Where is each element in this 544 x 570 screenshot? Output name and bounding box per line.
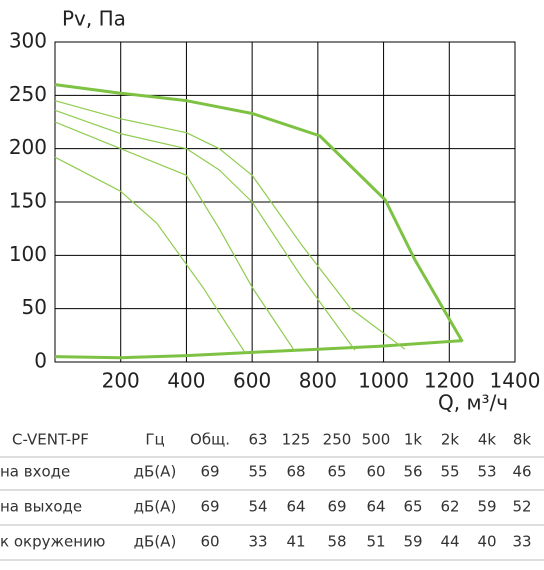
x-tick-label: 1400: [490, 369, 541, 393]
table-cell: 55: [248, 463, 267, 481]
x-tick-label: 1200: [424, 369, 475, 393]
table-cell: 52: [512, 498, 531, 516]
table-cell: 65: [403, 498, 422, 516]
table-cell: 41: [286, 533, 305, 551]
y-axis-label: Pv, Па: [62, 7, 126, 31]
y-tick-label: 0: [34, 349, 47, 373]
table-cell: 46: [512, 463, 531, 481]
table-header: 500: [362, 431, 391, 449]
y-tick-label: 100: [9, 242, 47, 266]
table-cell: 33: [512, 533, 531, 551]
table-cell: 62: [440, 498, 459, 516]
table-header: C-VENT-PF: [12, 431, 89, 449]
x-tick-label: 400: [167, 369, 205, 393]
table-header: 250: [323, 431, 352, 449]
table-header: 125: [282, 431, 311, 449]
table-header: Общ.: [190, 431, 230, 449]
table-cell: 59: [403, 533, 422, 551]
table-cell: к окружению: [0, 533, 105, 551]
table-header: 63: [248, 431, 267, 449]
x-tick-label: 600: [233, 369, 271, 393]
plot-frame: [54, 41, 516, 363]
table-header: Гц: [145, 431, 164, 449]
y-tick-label: 250: [9, 82, 47, 106]
table-cell: дБ(А): [134, 463, 177, 481]
table-cell: 64: [286, 498, 305, 516]
table-cell: 40: [477, 533, 496, 551]
table-cell: 55: [440, 463, 459, 481]
y-tick-label: 300: [9, 29, 47, 53]
curve: [54, 121, 296, 352]
curve: [54, 339, 463, 360]
x-tick-label: 800: [299, 369, 337, 393]
table-cell: 69: [327, 498, 346, 516]
curve: [54, 83, 464, 343]
table-cell: дБ(А): [134, 498, 177, 516]
x-tick-label: 1000: [358, 369, 409, 393]
table-cell: 69: [200, 463, 219, 481]
table-cell: 44: [440, 533, 459, 551]
table-cell: 54: [248, 498, 267, 516]
table-header: 2k: [441, 431, 460, 449]
table-cell: дБ(А): [134, 533, 177, 551]
table-cell: на входе: [0, 463, 70, 481]
table-cell: 68: [286, 463, 305, 481]
table-cell: 53: [477, 463, 496, 481]
curve: [54, 156, 246, 353]
table-cell: 51: [366, 533, 385, 551]
y-tick-label: 150: [9, 189, 47, 213]
x-axis-label: Q, м³/ч: [438, 391, 508, 415]
table-header: 4k: [478, 431, 497, 449]
x-tick-label: 200: [102, 369, 140, 393]
table-cell: 64: [366, 498, 385, 516]
table-cell: 60: [366, 463, 385, 481]
table-cell: 56: [403, 463, 422, 481]
table-cell: на выходе: [0, 498, 82, 516]
table-header: 8k: [513, 431, 532, 449]
curve: [54, 100, 406, 350]
table-cell: 33: [248, 533, 267, 551]
table-cell: 69: [200, 498, 219, 516]
table-header: 1k: [404, 431, 423, 449]
table-cell: 59: [477, 498, 496, 516]
y-tick-label: 50: [22, 295, 47, 319]
y-tick-label: 200: [9, 135, 47, 159]
table-cell: 58: [327, 533, 346, 551]
curve: [54, 109, 356, 351]
table-cell: 60: [200, 533, 219, 551]
table-cell: 65: [327, 463, 346, 481]
